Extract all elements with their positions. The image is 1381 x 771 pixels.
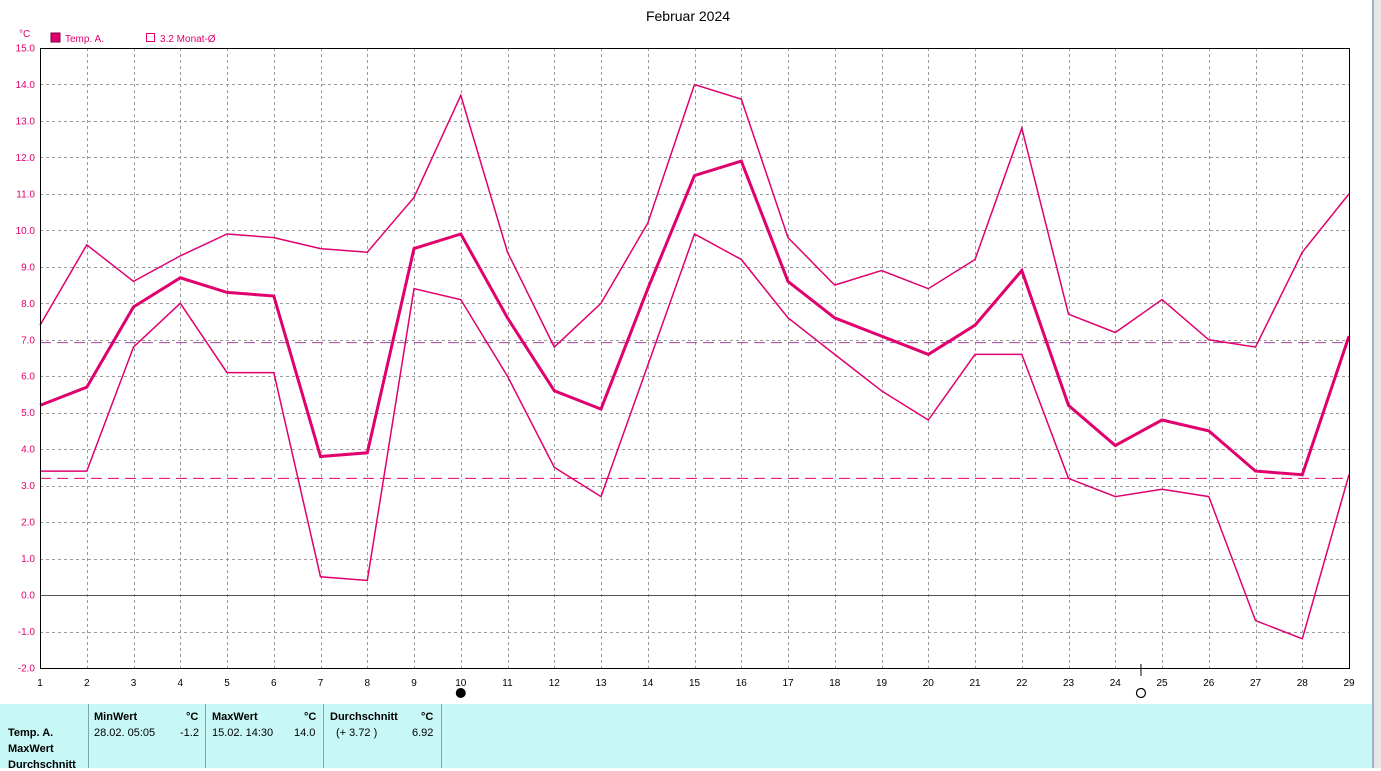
y-tick-label: 13.0 xyxy=(16,116,36,127)
separator xyxy=(441,704,442,768)
temperature-chart: Februar 2024 °C Temp. A. 3.2 Monat-Ø 15.… xyxy=(16,8,1355,699)
reference-lines xyxy=(40,342,1349,479)
separator xyxy=(205,704,206,768)
max-value: 14.0 xyxy=(294,727,316,739)
x-tick-label: 12 xyxy=(549,678,561,689)
legend-swatch-monthly-avg xyxy=(146,33,155,42)
legend-label-temp: Temp. A. xyxy=(65,34,104,45)
max-date: 15.02. 14:30 xyxy=(212,727,274,739)
avg-header: Durchschnitt xyxy=(330,711,398,723)
row-label-avg: Durchschnitt xyxy=(8,759,76,771)
y-tick-label: 4.0 xyxy=(21,445,35,456)
x-tick-label: 26 xyxy=(1203,678,1215,689)
x-tick-label: 15 xyxy=(689,678,701,689)
x-tick-label: 2 xyxy=(84,678,90,689)
y-tick-label: 10.0 xyxy=(16,226,36,237)
x-tick-label: 3 xyxy=(131,678,137,689)
moon-phase-markers xyxy=(455,664,1147,699)
y-tick-label: 0.0 xyxy=(21,591,35,602)
y-axis-ticks: 15.0 14.0 13.0 12.0 11.0 10.0 9.0 8.0 7.0 6.0 5.0 4… xyxy=(16,44,36,675)
series-line-0 xyxy=(39,159,1351,477)
x-tick-label: 5 xyxy=(224,678,230,689)
x-tick-label: 24 xyxy=(1110,678,1122,689)
avg-delta: (+ 3.72 ) xyxy=(336,727,378,739)
y-tick-label: 8.0 xyxy=(21,299,35,310)
x-tick-label: 11 xyxy=(502,678,513,689)
y-tick-label: 14.0 xyxy=(16,80,36,91)
separator xyxy=(88,704,89,768)
x-tick-label: 28 xyxy=(1297,678,1309,689)
max-unit: °C xyxy=(304,711,317,723)
plot-frame xyxy=(40,48,1350,669)
separator xyxy=(323,704,324,768)
row-label-temp: Temp. A. xyxy=(8,727,54,739)
y-tick-label: -1.0 xyxy=(18,627,36,638)
x-tick-label: 25 xyxy=(1156,678,1168,689)
statistics-panel: Temp. A. MaxWert Durchschnitt MinWert °C… xyxy=(0,704,1372,771)
avg-value: 6.92 xyxy=(412,727,434,739)
x-tick-label: 22 xyxy=(1016,678,1028,689)
y-tick-label: 11.0 xyxy=(16,189,35,200)
scrollbar-edge xyxy=(1372,0,1374,768)
x-tick-label: 13 xyxy=(595,678,607,689)
x-axis-ticks: 1 2 3 4 5 6 7 8 9 10 11 12 13 14 15 16 17 18 19 20 21 22 23 24 2… xyxy=(37,678,1355,689)
x-tick-label: 21 xyxy=(969,678,981,689)
full-moon-icon xyxy=(455,688,466,698)
y-tick-label: 7.0 xyxy=(21,335,35,346)
x-tick-label: 19 xyxy=(876,678,888,689)
row-label-max: MaxWert xyxy=(8,743,54,755)
y-tick-label: 6.0 xyxy=(21,372,35,383)
grid xyxy=(40,48,1349,668)
x-tick-label: 10 xyxy=(455,678,467,689)
avg-unit: °C xyxy=(421,711,434,723)
x-tick-label: 4 xyxy=(177,678,183,689)
y-tick-label: 3.0 xyxy=(21,481,35,492)
x-tick-label: 1 xyxy=(37,678,43,689)
x-tick-label: 14 xyxy=(642,678,654,689)
series-lines xyxy=(39,83,1351,640)
x-tick-label: 7 xyxy=(318,678,324,689)
y-tick-label: 15.0 xyxy=(16,44,36,55)
x-tick-label: 16 xyxy=(736,678,748,689)
series-line-2 xyxy=(40,232,1350,640)
y-tick-label: 12.0 xyxy=(16,153,36,164)
x-tick-label: 6 xyxy=(271,678,277,689)
min-date: 28.02. 05:05 xyxy=(94,727,156,739)
chart-title: Februar 2024 xyxy=(646,8,730,24)
x-tick-label: 17 xyxy=(782,678,794,689)
y-axis-unit: °C xyxy=(19,29,30,40)
legend-label-monthly-avg: 3.2 Monat-Ø xyxy=(160,34,216,45)
y-tick-label: 9.0 xyxy=(21,262,35,273)
x-tick-label: 29 xyxy=(1343,678,1355,689)
y-tick-label: -2.0 xyxy=(18,664,36,675)
y-tick-label: 2.0 xyxy=(21,518,35,529)
x-tick-label: 8 xyxy=(364,678,370,689)
legend-swatch-temp xyxy=(50,32,61,43)
y-tick-label: 5.0 xyxy=(21,408,35,419)
x-tick-label: 23 xyxy=(1063,678,1075,689)
min-unit: °C xyxy=(186,711,199,723)
min-header: MinWert xyxy=(94,711,138,723)
new-moon-icon xyxy=(1135,687,1147,699)
x-tick-label: 27 xyxy=(1250,678,1262,689)
vertical-scrollbar[interactable] xyxy=(1372,0,1381,768)
x-tick-label: 20 xyxy=(923,678,935,689)
y-tick-label: 1.0 xyxy=(21,554,35,565)
x-tick-label: 9 xyxy=(411,678,417,689)
min-value: -1.2 xyxy=(180,727,199,739)
max-header: MaxWert xyxy=(212,711,258,723)
x-tick-label: 18 xyxy=(829,678,841,689)
series-line-1 xyxy=(39,83,1350,349)
